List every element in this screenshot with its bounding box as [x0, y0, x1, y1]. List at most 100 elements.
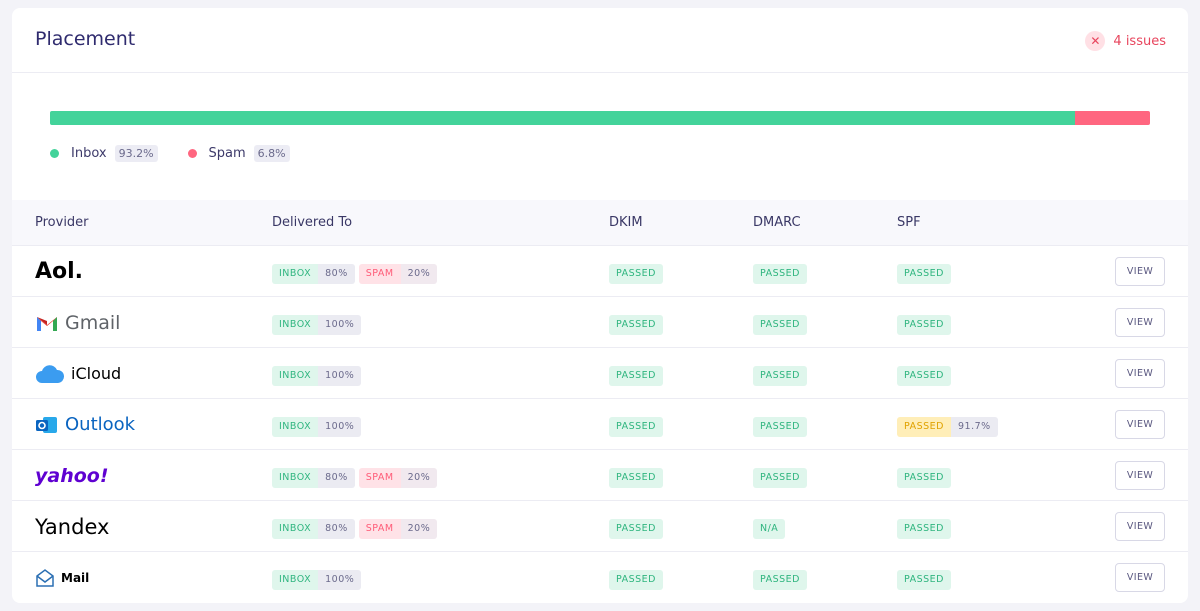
- dmarc-chip: N/A: [753, 518, 786, 539]
- chip-value: 80%: [318, 467, 355, 488]
- provider-icon: [36, 364, 65, 383]
- cell: PASSED: [753, 312, 811, 335]
- provider-name: Gmail: [65, 311, 121, 334]
- provider: yahoo!: [35, 450, 109, 501]
- spf-chip: PASSED 91.7%: [897, 416, 998, 437]
- chip-label: PASSED: [897, 416, 951, 437]
- chip-label: PASSED: [753, 467, 807, 488]
- provider-name: iCloud: [71, 364, 122, 383]
- spf-chip: PASSED: [897, 314, 951, 335]
- spf-chip: PASSED: [897, 365, 951, 386]
- table-row: yahoo! INBOX 80% SPAM 20% PASSED PASSED PASSED V…: [12, 449, 1188, 500]
- cell: PASSED: [753, 465, 811, 488]
- view-button[interactable]: VIEW: [1115, 461, 1165, 490]
- chip-label: PASSED: [753, 263, 807, 284]
- chip-label: PASSED: [897, 518, 951, 539]
- provider-icon: [36, 568, 54, 587]
- cell: PASSED: [897, 363, 955, 386]
- view-button[interactable]: VIEW: [1115, 308, 1165, 337]
- provider: Gmail: [35, 297, 120, 348]
- delivery-chip: INBOX 80%: [272, 518, 355, 539]
- table-row: Gmail INBOX 100% PASSED PASSED PASSED VIEW: [12, 296, 1188, 347]
- chip-value: 20%: [400, 467, 438, 488]
- cell: PASSED: [609, 363, 667, 386]
- chip-value: 100%: [318, 416, 362, 437]
- dkim-chip: PASSED: [609, 416, 663, 437]
- chip-label: SPAM: [358, 518, 401, 539]
- provider-icon: [37, 316, 57, 331]
- chip-value: 100%: [318, 314, 362, 335]
- table-row: Mail INBOX 100% PASSED PASSED PASSED VIEW: [12, 551, 1188, 602]
- table-row: iCloud INBOX 100% PASSED PASSED PASSED VIEW: [12, 347, 1188, 398]
- chip-label: PASSED: [897, 263, 951, 284]
- spf-chip: PASSED: [897, 263, 951, 284]
- chip-label: N/A: [753, 518, 786, 539]
- table-header: Provider Delivered To DKIM DMARC SPF: [12, 200, 1188, 245]
- cell: PASSED: [897, 465, 955, 488]
- view-button[interactable]: VIEW: [1115, 410, 1165, 439]
- cell: PASSED: [753, 363, 811, 386]
- chip-label: SPAM: [358, 467, 401, 488]
- placement-card: Placement ✕ 4 issues Inbox 93.2% Spam 6.8% P…: [12, 8, 1188, 603]
- column-header: Provider: [35, 215, 89, 230]
- dkim-chip: PASSED: [609, 518, 663, 539]
- spf-chip: PASSED: [897, 467, 951, 488]
- provider-name: Aol.: [35, 259, 84, 284]
- view-button[interactable]: VIEW: [1115, 359, 1165, 388]
- chip-value: 100%: [318, 569, 362, 590]
- dkim-chip: PASSED: [609, 314, 663, 335]
- provider-name: Mail: [61, 570, 90, 585]
- cell: INBOX 80% SPAM 20%: [272, 465, 441, 488]
- view-button[interactable]: VIEW: [1115, 563, 1165, 592]
- chip-label: PASSED: [609, 263, 663, 284]
- view-button[interactable]: VIEW: [1115, 257, 1165, 286]
- legend-dot: [187, 149, 197, 158]
- cell: PASSED: [609, 567, 667, 590]
- view-button[interactable]: VIEW: [1115, 512, 1165, 541]
- chip-label: SPAM: [358, 263, 401, 284]
- column-header: DKIM: [609, 215, 643, 230]
- cell: PASSED: [897, 261, 955, 284]
- cell: PASSED 91.7%: [897, 414, 1002, 437]
- legend-item[interactable]: Spam 6.8%: [187, 145, 290, 162]
- chip-label: PASSED: [753, 416, 807, 437]
- delivery-chip: INBOX 80%: [272, 263, 355, 284]
- delivery-chip: INBOX 100%: [272, 569, 362, 590]
- delivery-chip: SPAM 20%: [358, 467, 438, 488]
- provider-icon: [36, 416, 57, 433]
- issues-text: 4 issues: [1113, 33, 1166, 49]
- cell: INBOX 100%: [272, 567, 365, 590]
- chip-label: INBOX: [272, 569, 319, 590]
- chip-label: PASSED: [609, 365, 663, 386]
- chip-label: PASSED: [609, 416, 663, 437]
- issues-badge[interactable]: ✕ 4 issues: [1085, 31, 1166, 51]
- chip-label: PASSED: [609, 314, 663, 335]
- cell: PASSED: [609, 465, 667, 488]
- dmarc-chip: PASSED: [753, 263, 807, 284]
- delivery-chip: SPAM 20%: [358, 263, 438, 284]
- chip-value: 80%: [318, 518, 355, 539]
- chip-label: INBOX: [272, 314, 319, 335]
- legend-item[interactable]: Inbox 93.2%: [50, 145, 158, 162]
- dkim-chip: PASSED: [609, 569, 663, 590]
- cell: PASSED: [609, 414, 667, 437]
- dkim-chip: PASSED: [609, 263, 663, 284]
- spf-chip: PASSED: [897, 569, 951, 590]
- chip-label: PASSED: [897, 365, 951, 386]
- cell: INBOX 100%: [272, 414, 365, 437]
- placement-bar: [50, 111, 1150, 125]
- cell: INBOX 100%: [272, 363, 365, 386]
- delivery-chip: INBOX 100%: [272, 314, 362, 335]
- card-header: Placement ✕ 4 issues: [12, 8, 1188, 73]
- legend-label: Inbox: [71, 146, 107, 161]
- cell: PASSED: [897, 516, 955, 539]
- delivery-chip: INBOX 80%: [272, 467, 355, 488]
- cell: PASSED: [897, 567, 955, 590]
- legend-dot: [50, 149, 59, 158]
- chip-label: INBOX: [272, 365, 319, 386]
- chip-label: PASSED: [897, 314, 951, 335]
- dmarc-chip: PASSED: [753, 314, 807, 335]
- bar-segment: [1075, 111, 1150, 125]
- cell: PASSED: [753, 414, 811, 437]
- cell: INBOX 80% SPAM 20%: [272, 261, 441, 284]
